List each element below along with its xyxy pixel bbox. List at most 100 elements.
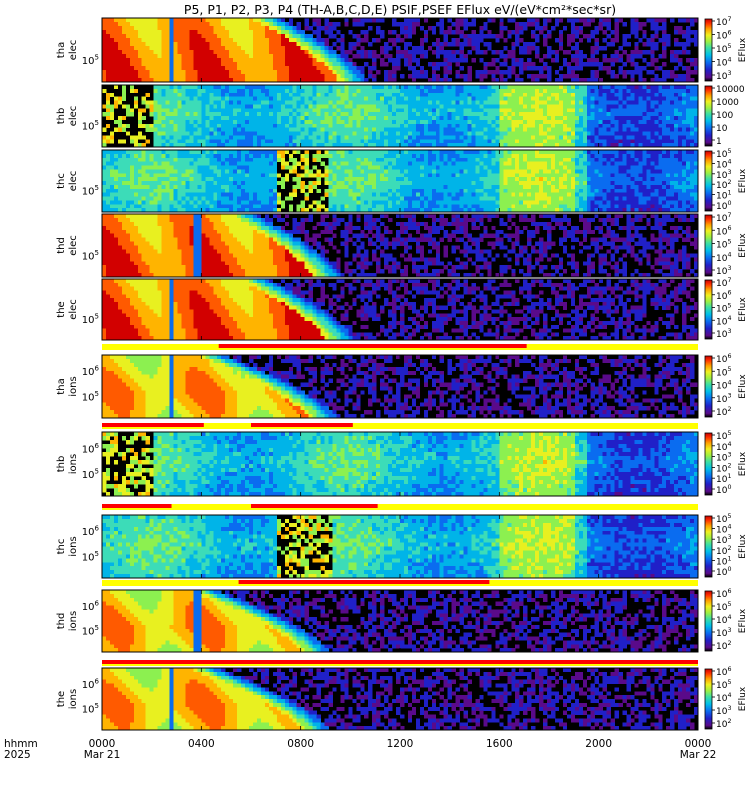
spectrogram-cell: [642, 139, 647, 144]
spectrogram-cell: [356, 135, 361, 140]
spectrogram-cell: [185, 88, 190, 94]
spectrogram-cell: [483, 123, 488, 128]
spectrogram-cell: [483, 104, 488, 109]
spectrogram-cell: [161, 50, 166, 55]
spectrogram-cell: [217, 169, 222, 174]
spectrogram-cell: [578, 127, 584, 132]
spectrogram-cell: [650, 78, 655, 83]
spectrogram-cell: [117, 74, 123, 79]
spectrogram-cell: [443, 50, 448, 55]
spectrogram-cell: [153, 70, 158, 75]
spectrogram-cell: [336, 119, 341, 125]
spectrogram-cell: [312, 78, 317, 83]
spectrogram-cell: [260, 184, 266, 190]
spectrogram-cell: [245, 88, 250, 94]
spectrogram-cell: [662, 135, 667, 140]
spectrogram-cell: [109, 18, 115, 23]
spectrogram-cell: [157, 46, 162, 51]
spectrogram-cell: [256, 78, 262, 83]
spectrogram-cell: [137, 108, 143, 113]
spectrogram-cell: [256, 208, 262, 213]
spectrogram-cell: [682, 34, 687, 39]
spectrogram-cell: [682, 139, 687, 144]
spectrogram-cell: [121, 123, 127, 128]
spectrogram-cell: [292, 38, 297, 43]
spectrogram-cell: [419, 143, 425, 148]
spectrogram-cell: [384, 112, 389, 117]
spectrogram-cell: [618, 66, 623, 71]
spectrogram-cell: [249, 70, 254, 75]
spectrogram-cell: [682, 74, 687, 79]
spectrogram-cell: [658, 100, 663, 105]
spectrogram-cell: [479, 131, 484, 136]
spectrogram-cell: [539, 30, 544, 35]
spectrogram-cell: [260, 200, 266, 205]
spectrogram-cell: [332, 108, 337, 113]
spectrogram-cell: [117, 78, 123, 83]
spectrogram-cell: [165, 150, 170, 155]
spectrogram-cell: [272, 58, 278, 63]
spectrogram-cell: [312, 42, 317, 47]
spectrogram-cell: [531, 88, 536, 94]
spectrogram-cell: [392, 127, 397, 132]
spectrogram-cell: [507, 100, 512, 105]
spectrogram-cell: [308, 62, 313, 67]
spectrogram-cell: [340, 123, 345, 128]
spectrogram-cell: [376, 26, 381, 31]
spectrogram-cell: [237, 66, 242, 71]
spectrogram-cell: [499, 62, 504, 67]
spectrogram-cell: [221, 123, 226, 128]
spectrogram-cell: [141, 173, 146, 178]
spectrogram-cell: [507, 88, 512, 94]
spectrogram-cell: [181, 46, 186, 51]
spectrogram-cell: [125, 58, 131, 63]
spectrogram-cell: [539, 92, 544, 97]
spectrogram-cell: [189, 26, 194, 31]
spectrogram-cell: [368, 26, 373, 31]
spectrogram-cell: [622, 74, 627, 79]
spectrogram-cell: [117, 173, 123, 178]
spectrogram-cell: [610, 100, 615, 105]
spectrogram-cell: [352, 143, 357, 148]
spectrogram-cell: [105, 173, 111, 178]
spectrogram-cell: [407, 92, 413, 97]
spectrogram-cell: [686, 96, 691, 101]
spectrogram-cell: [256, 88, 262, 94]
spectrogram-cell: [213, 78, 218, 83]
spectrogram-cell: [543, 26, 548, 31]
spectrogram-cell: [340, 173, 345, 178]
spectrogram-cell: [443, 131, 448, 136]
spectrogram-cell: [666, 123, 671, 128]
spectrogram-cell: [260, 204, 266, 209]
spectrogram-cell: [276, 58, 282, 63]
spectrogram-cell: [543, 112, 548, 117]
spectrogram-cell: [666, 92, 671, 97]
spectrogram-cell: [483, 92, 488, 97]
spectrogram-cell: [396, 34, 401, 39]
spectrogram-cell: [340, 165, 345, 170]
spectrogram-cell: [133, 54, 139, 59]
spectrogram-cell: [320, 112, 325, 117]
spectrogram-cell: [690, 112, 695, 117]
spectrogram-cell: [185, 153, 190, 159]
spectrogram-cell: [388, 38, 393, 43]
spectrogram-cell: [388, 139, 393, 144]
spectrogram-cell: [165, 96, 170, 101]
spectrogram-cell: [316, 169, 321, 174]
spectrogram-cell: [304, 135, 309, 140]
spectrogram-cell: [678, 96, 683, 101]
spectrogram-cell: [431, 116, 437, 121]
spectrogram-cell: [503, 54, 508, 59]
spectrogram-cell: [356, 108, 361, 113]
spectrogram-cell: [376, 139, 381, 144]
spectrogram-cell: [312, 208, 317, 213]
spectrogram-cell: [133, 184, 139, 190]
spectrogram-cell: [614, 108, 619, 113]
spectrogram-cell: [678, 58, 683, 63]
spectrogram-cell: [403, 96, 409, 101]
spectrogram-cell: [439, 92, 444, 97]
spectrogram-cell: [205, 139, 210, 144]
spectrogram-cell: [185, 58, 190, 63]
spectrogram-cell: [320, 153, 325, 159]
spectrogram-cell: [161, 200, 166, 205]
